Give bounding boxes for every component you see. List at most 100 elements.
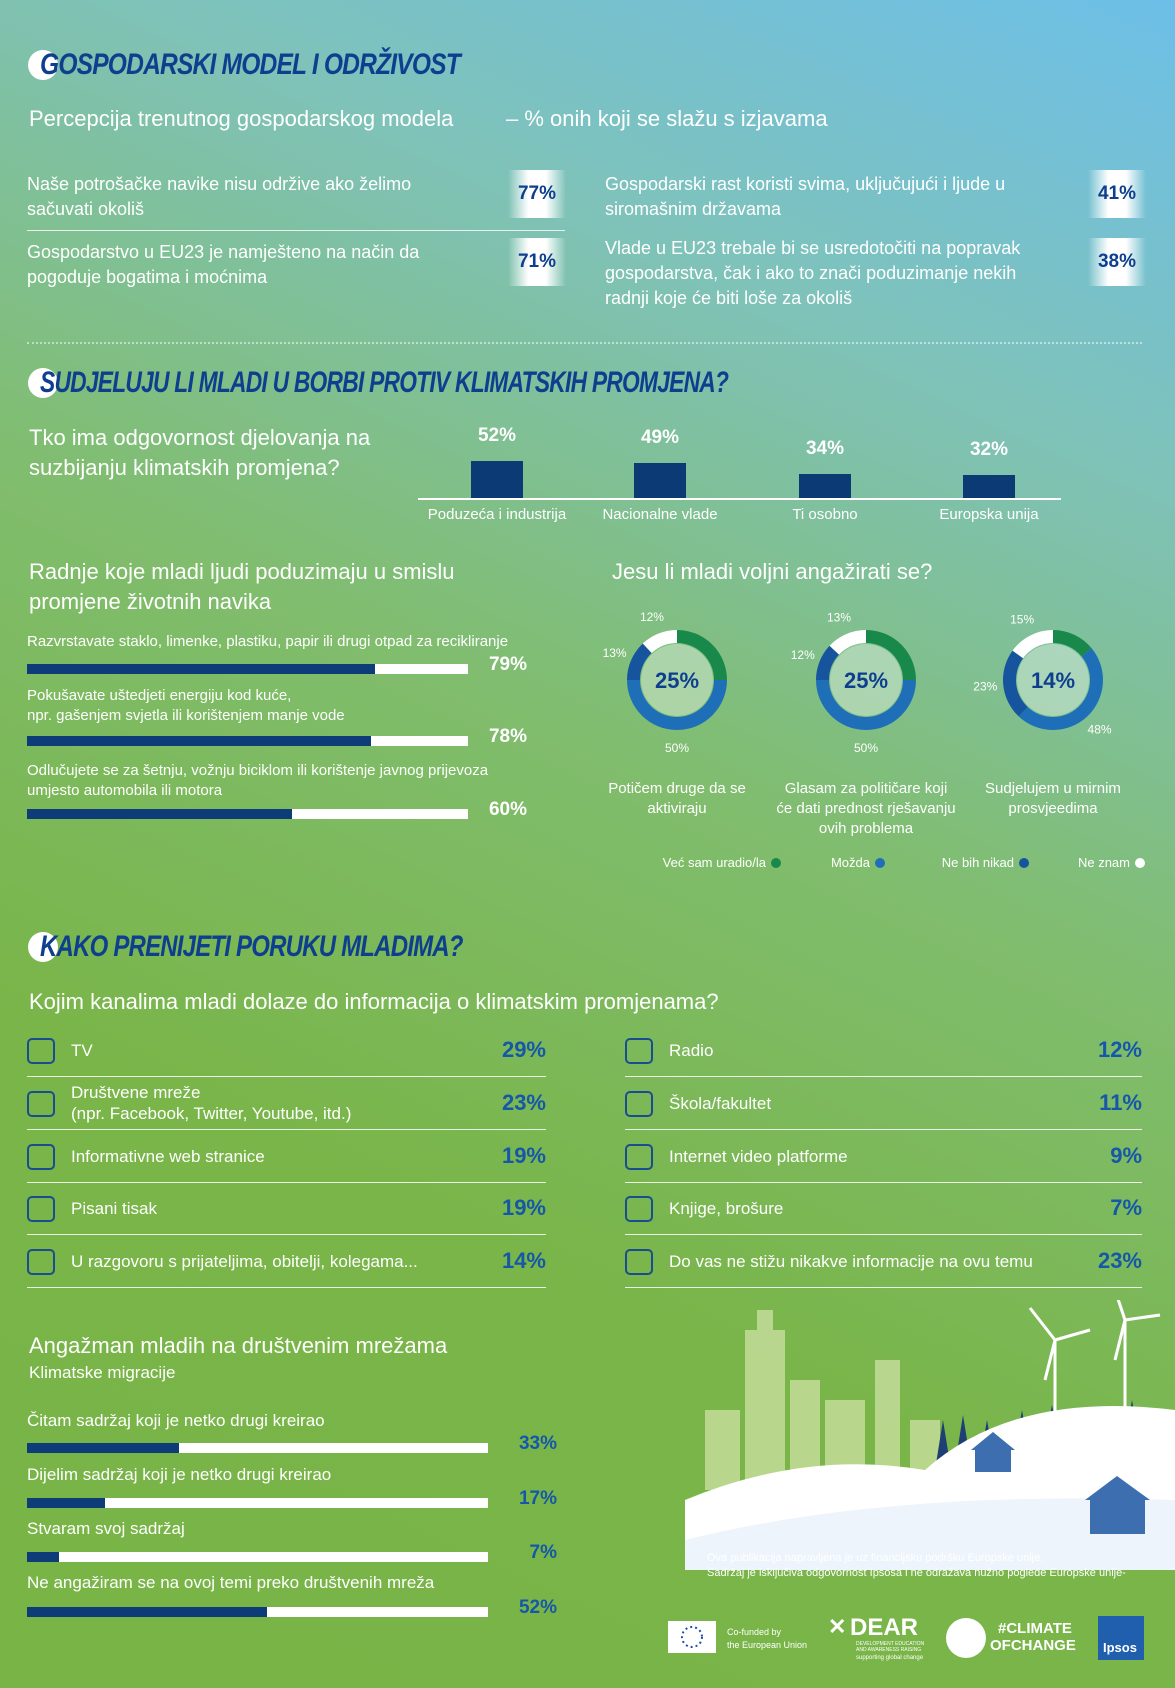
chart-subtitle: Klimatske migracije <box>29 1363 176 1382</box>
section-title: KAKO PRENIJETI PORUKU MLADIMA? <box>40 930 463 963</box>
climate-circle <box>946 1618 986 1658</box>
title-badge <box>28 50 58 80</box>
donut: 25% 50% 12% 13% <box>791 611 916 755</box>
question: Kojim kanalima mladi dolaze do informaci… <box>29 989 719 1014</box>
legend-dot <box>1019 858 1029 868</box>
donut: 25% 50% 13% 12% <box>603 610 727 755</box>
donut-label: 12% <box>791 648 815 662</box>
row-icon <box>625 1144 653 1170</box>
row-icon <box>27 1038 55 1064</box>
donut-segment <box>866 630 916 680</box>
row-divider <box>27 1129 546 1130</box>
category-label: TV <box>71 1041 93 1060</box>
category-label: Radio <box>669 1041 714 1060</box>
row-divider <box>625 1076 1142 1077</box>
row-icon <box>27 1144 55 1170</box>
title-badge <box>28 368 58 398</box>
donut-center <box>830 644 902 716</box>
donut-segment <box>829 630 866 655</box>
bar <box>27 809 292 819</box>
category-label: Razvrstavate staklo, limenke, plastiku, … <box>27 633 509 650</box>
value-label: 7% <box>529 1542 557 1563</box>
row-divider <box>27 1182 546 1183</box>
turbines <box>1028 1300 1161 1460</box>
statement: Vlade u EU23 trebale bi se usredotočiti … <box>605 238 1021 308</box>
category-label: Do vas ne stižu nikakve informacije na o… <box>669 1252 1033 1271</box>
donut-center-label: 25% <box>844 668 888 693</box>
category-label: Čitam sadržaj koji je netko drugi kreira… <box>27 1411 325 1430</box>
row-divider <box>625 1129 1142 1130</box>
legend-label: Ne znam <box>1077 855 1130 870</box>
donut-segment <box>816 645 840 680</box>
bar-track <box>27 1443 488 1453</box>
bar <box>471 460 523 498</box>
row-divider <box>27 1287 546 1288</box>
value-label: 29% <box>501 1037 546 1062</box>
bar-track <box>27 1498 488 1508</box>
row-divider <box>625 1234 1142 1235</box>
statement: Gospodarstvo u EU23 je namješteno na nač… <box>27 242 420 287</box>
category-label: U razgovoru s prijateljima, obitelji, ko… <box>71 1252 418 1271</box>
value-label: 7% <box>1110 1195 1142 1220</box>
dear-x: ✕ <box>828 1614 847 1639</box>
donut-label: 12% <box>640 610 664 624</box>
category-label: Nacionalne vlade <box>602 506 718 523</box>
logo-text: OFCHANGE <box>990 1637 1076 1654</box>
logo-text: #CLIMATE <box>998 1620 1072 1637</box>
donut-segment <box>642 630 677 654</box>
eu-stars <box>681 1626 703 1648</box>
value-label: 11% <box>1099 1090 1142 1115</box>
row-icon <box>625 1091 653 1117</box>
donut-label: 13% <box>827 611 851 625</box>
value-label: 60% <box>488 799 527 820</box>
value-label: 12% <box>1097 1037 1142 1062</box>
category-label: Knjige, brošure <box>669 1199 784 1218</box>
donut-segment <box>816 680 916 730</box>
donut-label: 15% <box>1010 612 1034 626</box>
category-label: Stvaram svoj sadržaj <box>27 1519 185 1538</box>
row-icon <box>625 1038 653 1064</box>
bar <box>27 736 371 746</box>
logo-text: the European Union <box>727 1640 808 1650</box>
bar <box>27 1607 267 1617</box>
value-label: 78% <box>488 726 527 747</box>
value-box: 77% <box>508 170 566 218</box>
separator <box>27 342 1142 344</box>
category-label: Ti osobno <box>792 506 858 523</box>
logo-text: AND AWARENESS RAISING <box>856 1647 922 1653</box>
category-label: Škola/fakultet <box>669 1094 772 1113</box>
title-badge <box>28 932 58 962</box>
row-icon <box>27 1196 55 1222</box>
donut: 14% 48% 23% 15% <box>973 612 1112 736</box>
value-label: 23% <box>1097 1248 1142 1273</box>
statement: Gospodarski rast koristi svima, uključuj… <box>605 174 1006 219</box>
legend-label: Već sam uradio/la <box>662 855 766 870</box>
value-label: 52% <box>518 1597 557 1618</box>
statement: Naše potrošačke navike nisu održive ako … <box>27 174 412 219</box>
buildings <box>705 1310 940 1490</box>
hill <box>685 1498 1175 1570</box>
value-label: 52% <box>477 424 517 446</box>
category-label: Ne angažiram se na ovoj temi preko društ… <box>27 1573 435 1592</box>
chart-title: Jesu li mladi voljni angažirati se? <box>612 559 933 584</box>
legend-label: Možda <box>830 855 870 870</box>
bar-track <box>27 1552 488 1562</box>
row-divider <box>27 1076 546 1077</box>
subtitle-note: – % onih koji se slažu s izjavama <box>506 106 828 131</box>
category-label: Odlučujete se za šetnju, vožnju biciklom… <box>27 762 489 799</box>
value-label: 79% <box>488 654 527 675</box>
illustration <box>685 1300 1175 1570</box>
baseline <box>418 498 1061 500</box>
value-label: 19% <box>501 1195 546 1220</box>
legend-label: Ne bih nikad <box>941 855 1014 870</box>
bar <box>27 1443 180 1453</box>
donut-center <box>1017 644 1089 716</box>
bar <box>27 664 376 674</box>
donut-caption: Sudjelujem u mirnim prosvjeedima <box>985 780 1121 817</box>
category-label: Internet video platforme <box>669 1147 848 1166</box>
donut-caption: Glasam za političare koji će dati predno… <box>776 780 956 837</box>
value-box: 71% <box>508 238 566 286</box>
section-title: GOSPODARSKI MODEL I ODRŽIVOST <box>40 48 461 81</box>
category-label: Informativne web stranice <box>71 1147 265 1166</box>
logo-text: Co-funded by <box>727 1627 782 1637</box>
